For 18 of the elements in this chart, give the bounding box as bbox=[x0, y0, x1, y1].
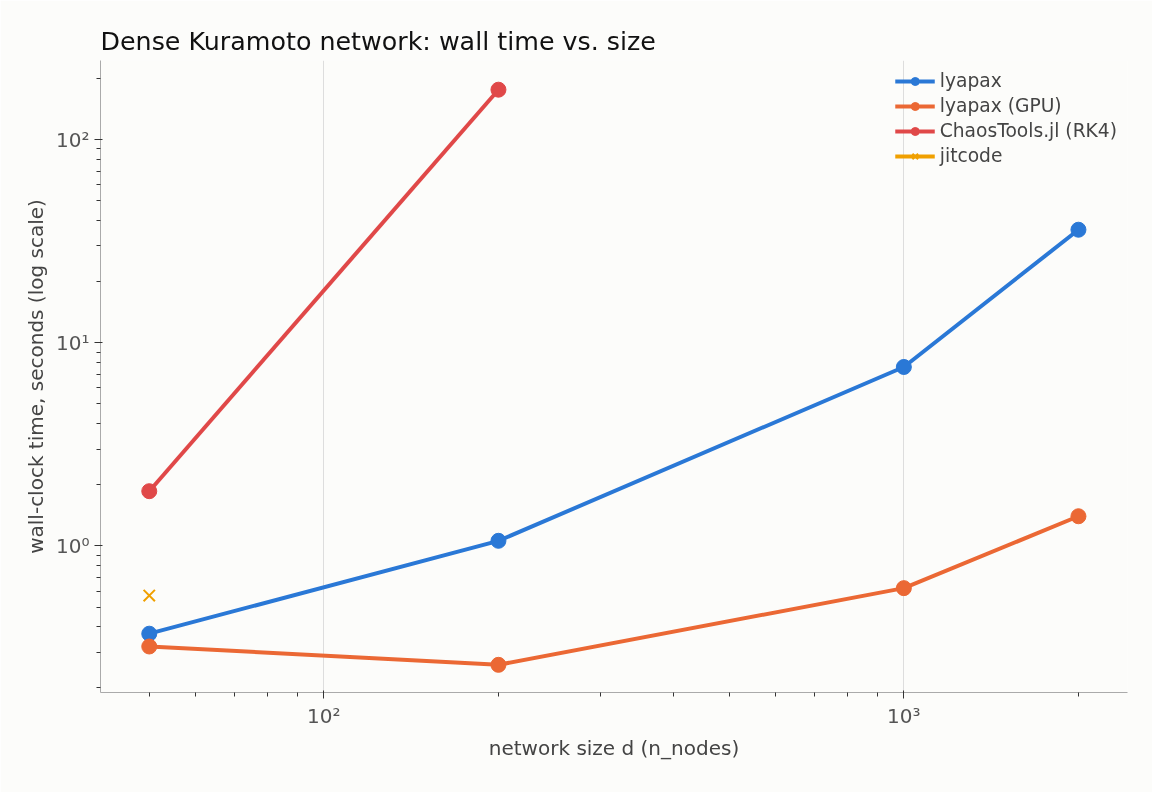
x-tick-label: 10³ bbox=[887, 703, 921, 728]
point bbox=[490, 532, 507, 549]
point bbox=[490, 81, 507, 98]
point bbox=[142, 588, 156, 603]
point bbox=[490, 656, 507, 673]
chart-title: Dense Kuramoto network: wall time vs. size bbox=[100, 25, 656, 56]
legend-label: lyapax (GPU) bbox=[939, 95, 1062, 116]
x-axis-title: network size d (n_nodes) bbox=[488, 735, 740, 760]
legend-label: ChaosTools.jl (RK4) bbox=[939, 120, 1117, 141]
y-tick-label: 10¹ bbox=[56, 330, 90, 355]
point bbox=[141, 483, 158, 500]
y-tick-label: 10² bbox=[56, 127, 90, 152]
legend-label: lyapax bbox=[939, 70, 1002, 91]
y-axis-title: wall-clock time, seconds (log scale) bbox=[24, 199, 49, 554]
point bbox=[141, 625, 158, 642]
legend-label: jitcode bbox=[939, 145, 1003, 166]
point bbox=[141, 638, 158, 655]
y-tick-label: 10⁰ bbox=[56, 533, 90, 558]
